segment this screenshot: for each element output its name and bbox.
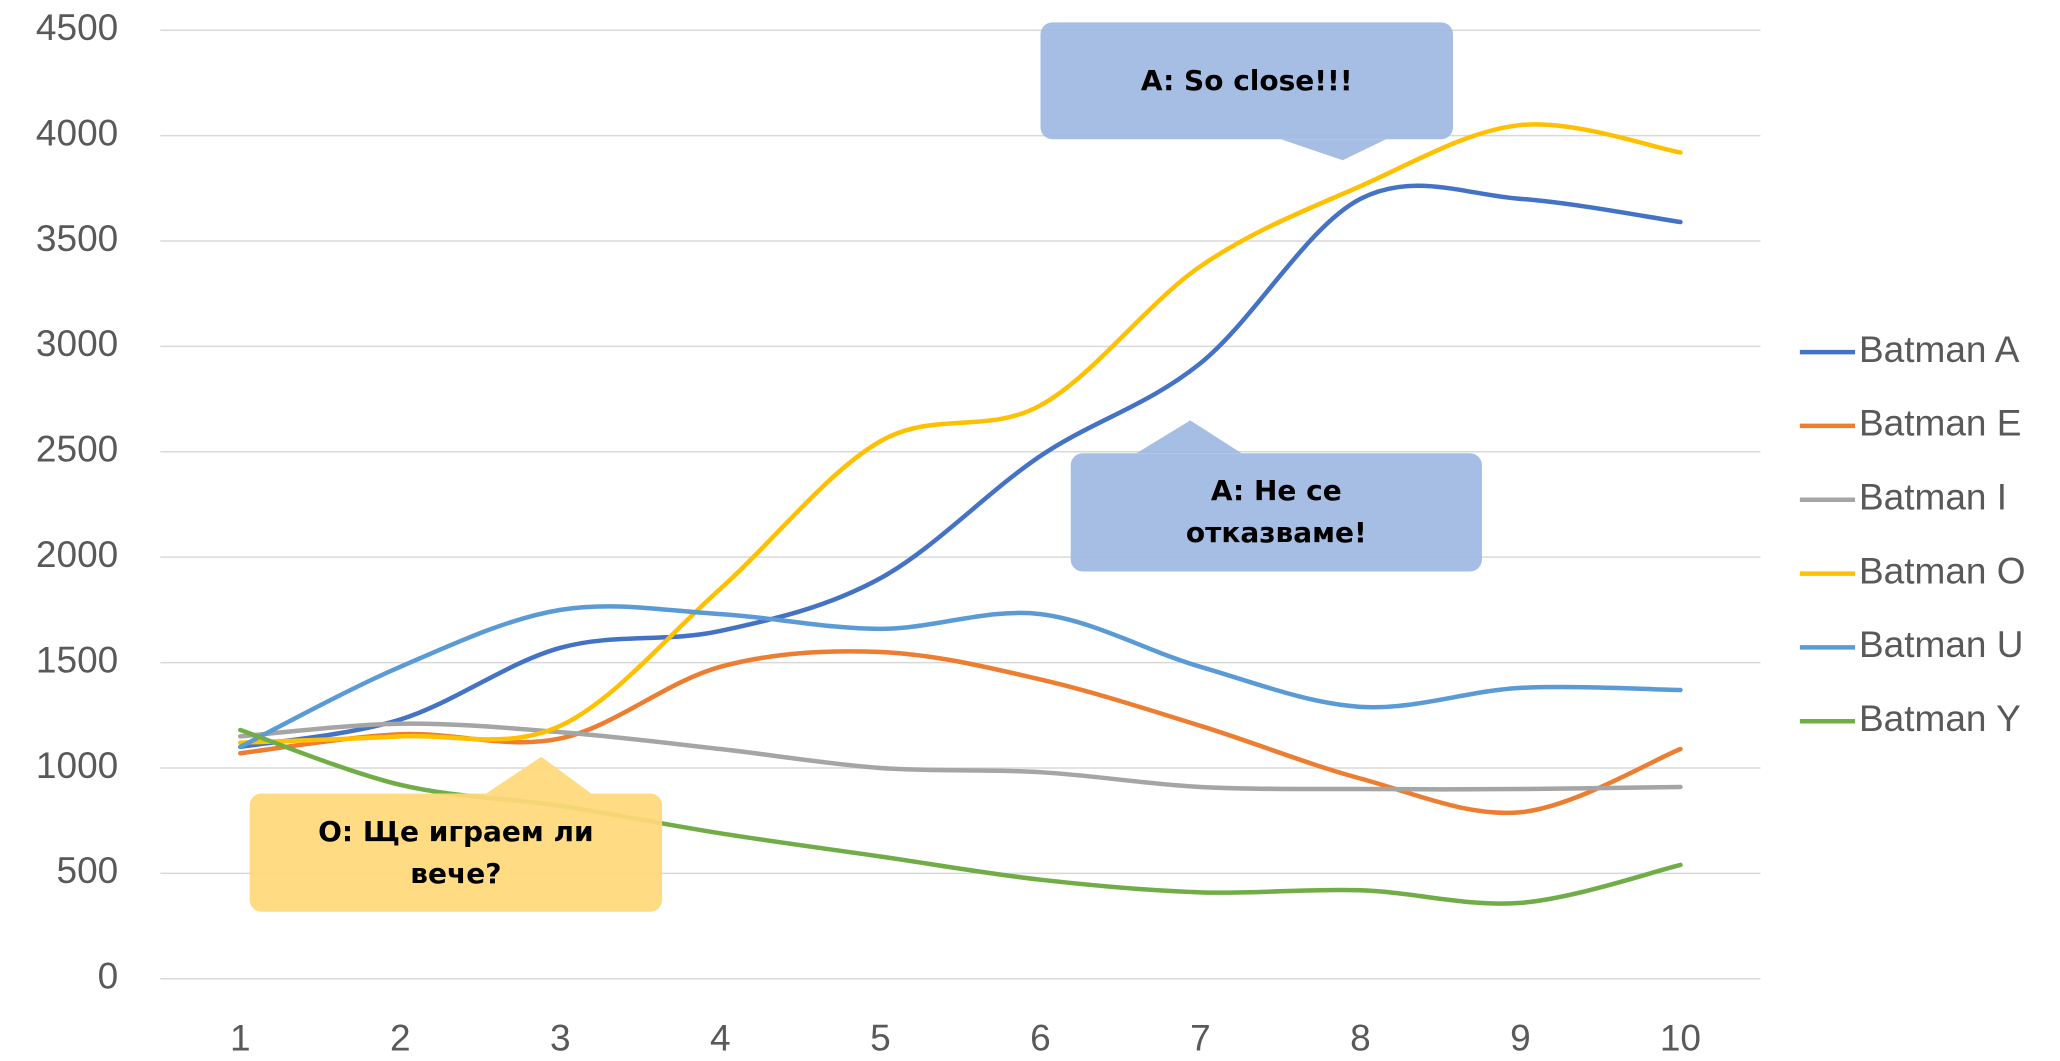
callout-pointer xyxy=(1136,420,1242,454)
x-tick-label: 2 xyxy=(390,1017,411,1058)
y-tick-label: 1500 xyxy=(36,639,118,680)
x-tick-label: 10 xyxy=(1660,1017,1701,1058)
series-line xyxy=(238,604,1683,750)
y-tick-label: 1000 xyxy=(36,745,118,786)
x-tick-label: 6 xyxy=(1030,1017,1051,1058)
y-tick-label: 4000 xyxy=(36,112,118,153)
x-tick-label: 7 xyxy=(1190,1017,1211,1058)
callout-pointer xyxy=(1280,139,1387,161)
callout-pointer xyxy=(486,756,592,794)
callout-box xyxy=(1040,22,1454,140)
x-tick-label: 9 xyxy=(1510,1017,1531,1058)
y-tick-label: 4500 xyxy=(36,7,118,48)
x-tick-label: 3 xyxy=(550,1017,571,1058)
x-tick-label: 4 xyxy=(710,1017,731,1058)
y-tick-label: 500 xyxy=(57,850,119,891)
callout-box xyxy=(249,793,663,912)
legend-label: Batman U xyxy=(1859,624,2024,665)
callout-text: A: Не се отказваме! xyxy=(1185,474,1367,550)
x-tick-label: 8 xyxy=(1350,1017,1371,1058)
y-tick-label: 2500 xyxy=(36,429,118,470)
legend-label: Batman A xyxy=(1859,329,2020,370)
legend-label: Batman I xyxy=(1859,477,2007,518)
legend-label: Batman Y xyxy=(1859,698,2021,739)
callout-box xyxy=(1070,453,1482,572)
y-tick-label: 3000 xyxy=(36,323,118,364)
y-tick-label: 3500 xyxy=(36,218,118,259)
callout-text: O: Ще играем ли вече? xyxy=(318,814,594,890)
x-tick-label: 5 xyxy=(870,1017,891,1058)
series-line xyxy=(238,122,1683,745)
y-tick-label: 0 xyxy=(98,956,119,997)
x-tick-label: 1 xyxy=(230,1017,251,1058)
series-line xyxy=(238,183,1683,750)
callout-text: A: So close!!! xyxy=(1140,63,1353,97)
legend-label: Batman O xyxy=(1859,550,2026,591)
y-tick-label: 2000 xyxy=(36,534,118,575)
series-line xyxy=(238,721,1683,792)
legend-label: Batman E xyxy=(1859,403,2021,444)
